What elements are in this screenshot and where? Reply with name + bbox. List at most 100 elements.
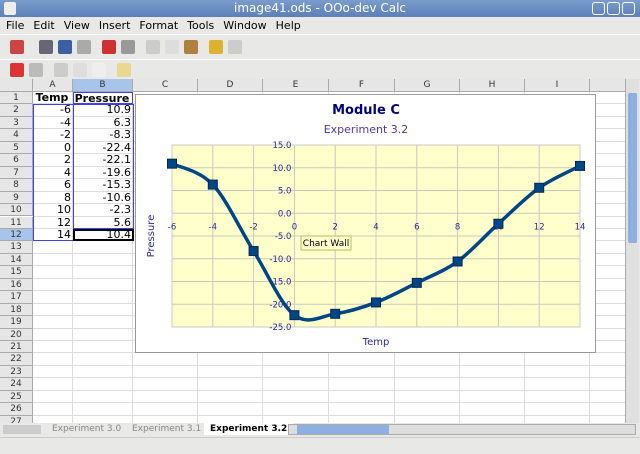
horizontal-scroll-thumb[interactable]	[297, 425, 389, 434]
row-header[interactable]: 13	[0, 241, 33, 254]
row-header[interactable]: 25	[0, 390, 33, 404]
column-header-I[interactable]: I	[525, 79, 590, 92]
table-cell[interactable]: 0	[64, 140, 71, 154]
table-cell[interactable]: 10.4	[106, 227, 132, 241]
table-cell[interactable]: -22.4	[102, 140, 131, 154]
close-button[interactable]	[622, 2, 635, 15]
data-table-icon[interactable]	[117, 62, 131, 77]
table-cell[interactable]: 14	[57, 227, 71, 241]
table-cell[interactable]: 10	[57, 203, 71, 217]
row-header[interactable]: 15	[0, 266, 33, 279]
header-cell[interactable]: Temp	[35, 91, 69, 104]
row-header[interactable]: 18	[0, 303, 33, 317]
menu-format[interactable]: Format	[139, 19, 179, 32]
menu-help[interactable]: Help	[275, 19, 301, 32]
row-header[interactable]: 2	[0, 104, 33, 117]
table-cell[interactable]: 12	[57, 215, 71, 229]
table-cell[interactable]: -2.3	[109, 203, 131, 217]
tab-navigation-buttons[interactable]	[3, 425, 41, 434]
row-header[interactable]: 26	[0, 403, 33, 416]
row-header[interactable]: 22	[0, 353, 33, 366]
row-header[interactable]: 4	[0, 129, 33, 142]
horizontal-scrollbar[interactable]	[288, 424, 636, 435]
horizontal-grid-icon[interactable]	[54, 62, 68, 77]
column-header-J[interactable]	[590, 79, 625, 92]
row-header[interactable]: 16	[0, 278, 33, 292]
menu-view[interactable]: View	[63, 19, 90, 32]
menu-edit[interactable]: Edit	[33, 19, 55, 32]
row-header[interactable]: 11	[0, 216, 33, 229]
row-header[interactable]: 24	[0, 378, 33, 391]
tab-experiment-3-1[interactable]: Experiment 3.1	[132, 424, 202, 434]
maximize-button[interactable]	[607, 2, 620, 15]
table-cell[interactable]: 5.6	[113, 215, 132, 229]
row-header[interactable]: 9	[0, 191, 33, 205]
row-header[interactable]: 7	[0, 166, 33, 180]
tab-experiment-3-2[interactable]: Experiment 3.2	[204, 423, 294, 435]
chart-area-icon[interactable]	[29, 62, 43, 77]
vertical-scrollbar[interactable]	[625, 79, 639, 423]
table-cell[interactable]: 10.9	[106, 103, 132, 117]
menu-tools[interactable]: Tools	[187, 19, 215, 32]
redo-icon[interactable]	[228, 40, 242, 54]
menu-window[interactable]: Window	[223, 19, 267, 32]
table-cell[interactable]: -22.1	[102, 153, 131, 167]
table-cell[interactable]: -6	[60, 103, 71, 117]
menu-file[interactable]: File	[6, 19, 25, 32]
row-header[interactable]: 6	[0, 154, 33, 167]
table-cell[interactable]: -15.3	[102, 178, 131, 192]
row-header[interactable]: 14	[0, 253, 33, 267]
new-document-icon[interactable]	[10, 40, 24, 54]
chart-type-icon[interactable]	[10, 62, 24, 77]
table-cell[interactable]: -10.6	[102, 190, 131, 204]
table-cell[interactable]: 6	[64, 178, 71, 192]
email-icon[interactable]	[77, 40, 91, 54]
header-cell[interactable]: Pressure	[73, 92, 133, 105]
menu-insert[interactable]: Insert	[98, 19, 131, 32]
chart-object[interactable]: Module C Experiment 3.2 15.0 10.0 5.0 0.0 -5.0…	[135, 94, 596, 353]
row-header[interactable]: 21	[0, 341, 33, 354]
table-cell[interactable]: -19.6	[102, 165, 131, 179]
legend-icon[interactable]	[73, 62, 87, 77]
table-cell[interactable]: -4	[60, 115, 71, 129]
table-cell[interactable]: 8	[64, 190, 71, 204]
tab-experiment-3-0[interactable]: Experiment 3.0	[52, 424, 122, 434]
column-header-A[interactable]: A	[33, 79, 73, 92]
row-header[interactable]: 1	[0, 92, 33, 105]
row-header[interactable]: 3	[0, 116, 33, 130]
column-header-D[interactable]: D	[198, 79, 263, 92]
corner-select-all[interactable]	[0, 79, 33, 92]
export-pdf-icon[interactable]	[102, 40, 116, 54]
table-cell[interactable]: 4	[64, 165, 71, 179]
table-cell[interactable]: -2	[60, 128, 71, 142]
open-icon[interactable]	[39, 40, 53, 54]
row-header[interactable]: 5	[0, 141, 33, 155]
column-header-G[interactable]: G	[395, 79, 460, 92]
copy-icon[interactable]	[165, 40, 179, 54]
save-icon[interactable]	[58, 40, 72, 54]
row-header[interactable]: 10	[0, 204, 33, 217]
vertical-scroll-thumb[interactable]	[628, 93, 637, 243]
print-icon[interactable]	[121, 40, 135, 54]
column-header-H[interactable]: H	[460, 79, 525, 92]
row-header[interactable]: 19	[0, 316, 33, 329]
data-point-marker	[411, 277, 422, 288]
row-header[interactable]: 12	[0, 228, 33, 242]
column-header-E[interactable]: E	[263, 79, 329, 92]
cut-icon[interactable]	[146, 40, 160, 54]
column-header-C[interactable]: C	[133, 79, 198, 92]
table-cell[interactable]: 6.3	[113, 115, 132, 129]
paste-icon[interactable]	[184, 40, 198, 54]
row-header[interactable]: 23	[0, 365, 33, 379]
undo-icon[interactable]	[209, 40, 223, 54]
column-header-B[interactable]: B	[73, 79, 133, 92]
minimize-button[interactable]	[592, 2, 605, 15]
row-header[interactable]: 17	[0, 291, 33, 304]
column-header-F[interactable]: F	[329, 79, 395, 92]
scale-text-icon[interactable]	[92, 62, 106, 77]
row-header[interactable]: 27	[0, 415, 33, 423]
row-header[interactable]: 20	[0, 328, 33, 341]
table-cell[interactable]: 2	[64, 153, 71, 167]
row-header[interactable]: 8	[0, 179, 33, 192]
table-cell[interactable]: -8.3	[109, 128, 131, 142]
